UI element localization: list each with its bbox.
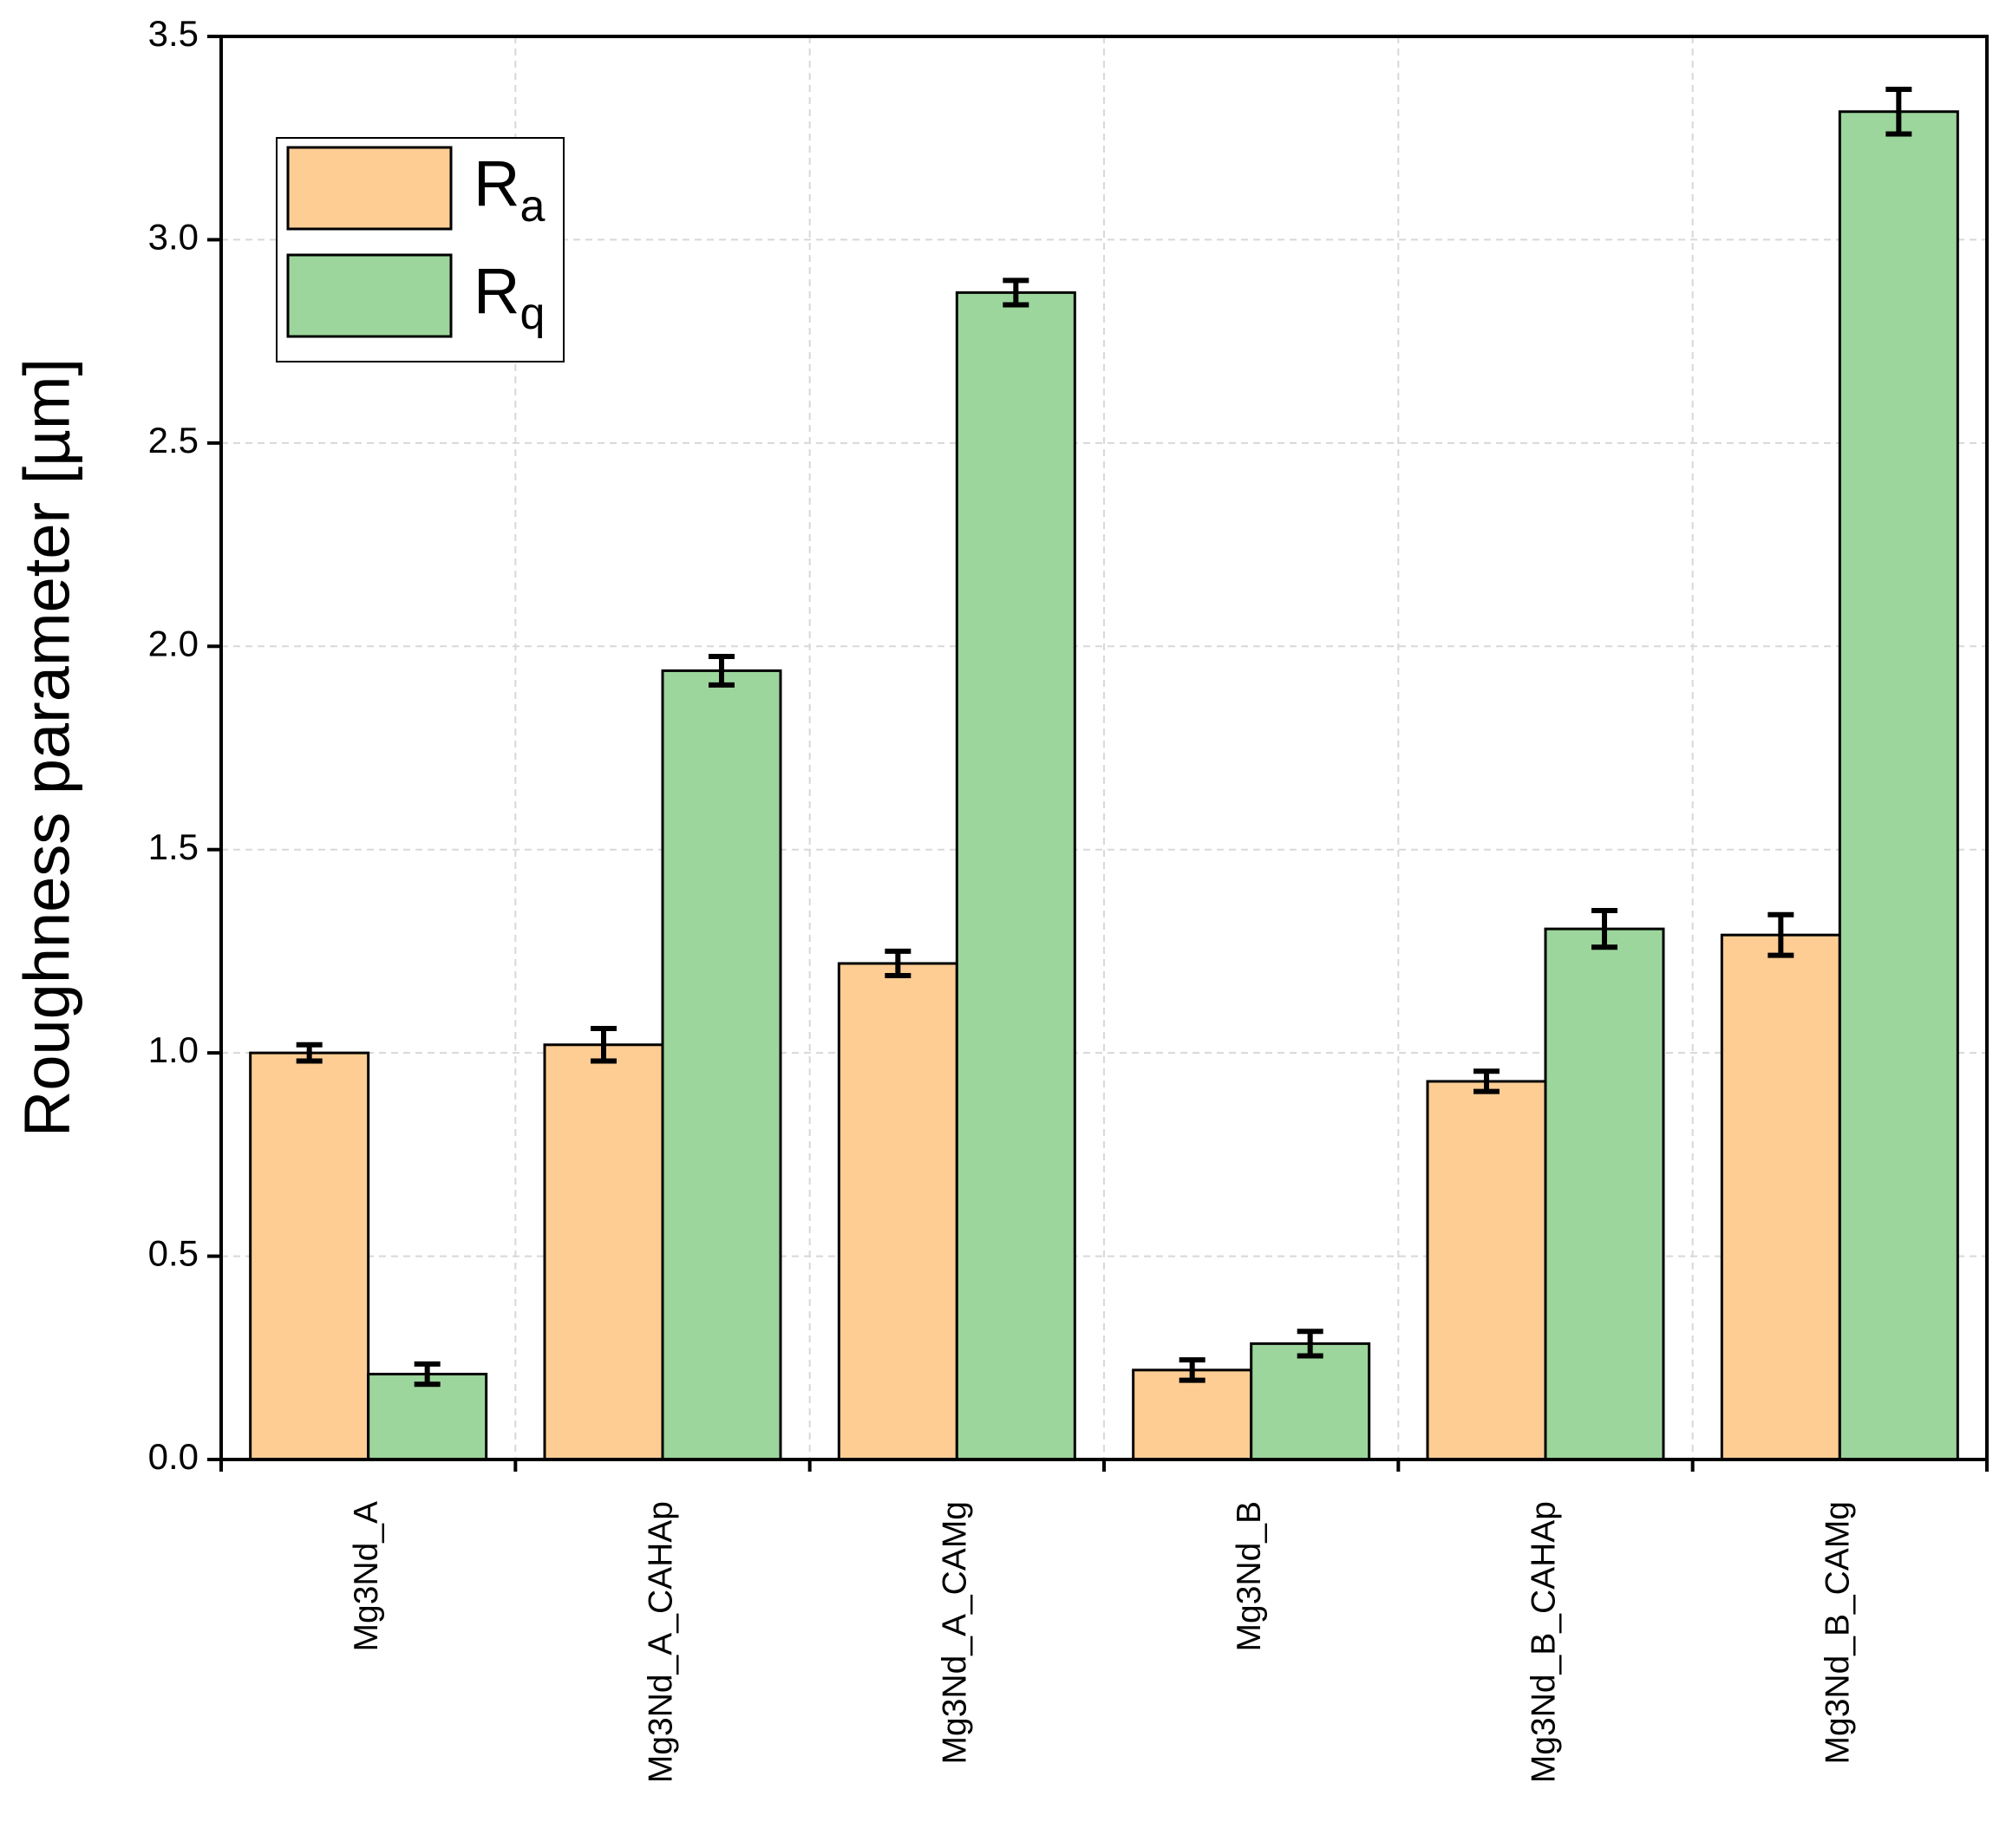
error-bar xyxy=(414,1361,441,1388)
y-axis-label: Roughness parameter [µm] xyxy=(11,358,83,1137)
error-bar xyxy=(885,948,912,979)
y-tick-label: 1.5 xyxy=(148,826,199,867)
x-tick-label: Mg3Nd_B_CAMg xyxy=(1820,1501,1857,1764)
x-tick-label: Mg3Nd_A_CAMg xyxy=(937,1501,974,1764)
x-tick-label: Mg3Nd_B xyxy=(1231,1501,1268,1651)
bar xyxy=(1250,1342,1371,1461)
y-tick-label: 3.0 xyxy=(148,217,199,258)
y-tick-label: 1.0 xyxy=(148,1029,199,1070)
y-tick-label: 3.5 xyxy=(148,13,199,54)
legend-swatch xyxy=(286,146,453,231)
legend-swatch xyxy=(286,253,453,338)
error-bar xyxy=(1297,1329,1323,1359)
error-bar xyxy=(1473,1068,1500,1094)
y-tick-label: 2.0 xyxy=(148,623,199,663)
legend-label: Ra xyxy=(474,147,545,232)
legend-label: Rq xyxy=(474,255,545,339)
error-bar xyxy=(1591,908,1617,950)
bar xyxy=(1838,110,1959,1461)
error-bar xyxy=(1003,278,1029,308)
bar xyxy=(1544,927,1665,1461)
bar xyxy=(837,962,958,1461)
bar xyxy=(661,669,782,1461)
bar xyxy=(249,1051,370,1461)
error-bar xyxy=(591,1026,617,1064)
bar xyxy=(367,1373,488,1461)
bar xyxy=(1720,933,1841,1461)
x-tick-label: Mg3Nd_A_CAHAp xyxy=(642,1501,679,1783)
bar xyxy=(1132,1368,1253,1461)
error-bar xyxy=(1179,1357,1206,1383)
plot-frame xyxy=(219,35,1989,1461)
error-bar xyxy=(709,654,735,688)
bar xyxy=(955,291,1076,1461)
y-tick-label: 0.5 xyxy=(148,1233,199,1274)
error-bar xyxy=(1885,86,1912,137)
y-tick-label: 2.5 xyxy=(148,420,199,460)
y-tick-label: 0.0 xyxy=(148,1436,199,1477)
error-bar xyxy=(296,1042,323,1064)
bar xyxy=(1426,1080,1547,1461)
x-tick-label: Mg3Nd_B_CAHAp xyxy=(1525,1501,1562,1783)
error-bar xyxy=(1768,911,1794,958)
x-tick-label: Mg3Nd_A xyxy=(348,1501,385,1651)
bar xyxy=(543,1043,664,1461)
